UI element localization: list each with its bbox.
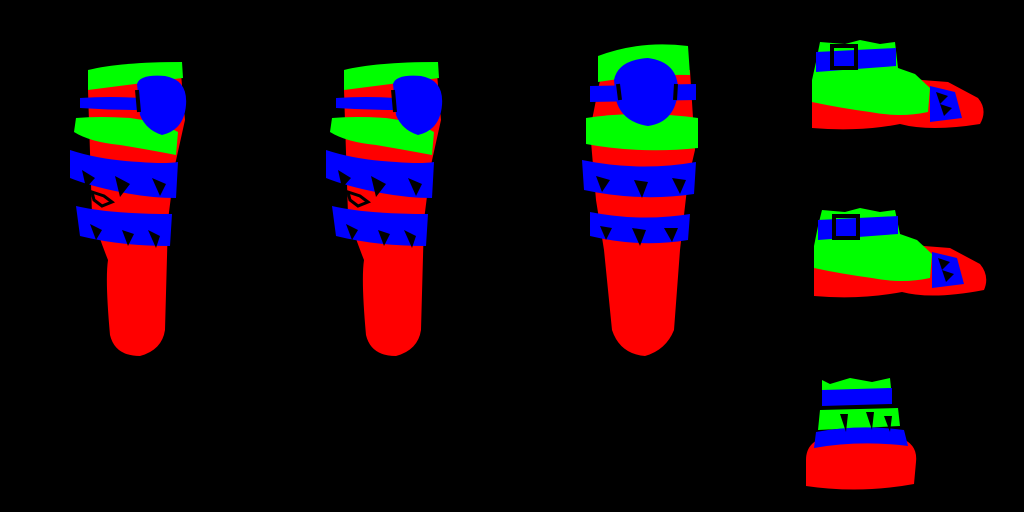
- leg-guard-left-angled: [70, 62, 187, 356]
- leg-guard-right-angled: [326, 62, 443, 356]
- leg-guard-front: [582, 44, 698, 356]
- boot-side-top: [812, 40, 984, 130]
- boot-side-middle: [814, 208, 987, 298]
- spikes: [82, 170, 166, 248]
- spikes: [338, 170, 422, 248]
- boot-front: [806, 378, 917, 490]
- spikes: [596, 176, 686, 246]
